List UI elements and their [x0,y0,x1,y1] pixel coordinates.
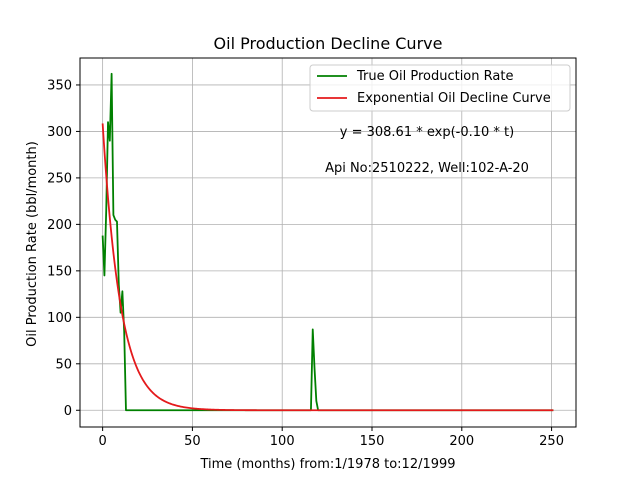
x-axis-title: Time (months) from:1/1978 to:12/1999 [199,457,455,472]
x-tick-label: 250 [539,434,564,449]
y-axis-title: Oil Production Rate (bbl/month) [25,141,40,347]
x-tick-label: 100 [270,434,295,449]
legend-label-decline-curve: Exponential Oil Decline Curve [357,91,551,106]
series-line-true-rate [101,72,554,412]
equation-annotation: y = 308.61 * exp(-0.10 * t) [340,125,514,140]
legend-label-true-rate: True Oil Production Rate [356,69,513,84]
plot-frame [79,57,577,428]
y-tick-label: 250 [47,171,72,186]
y-tick-label: 200 [47,218,72,233]
series-group [101,72,554,412]
y-tick-label: 100 [47,311,72,326]
series-line-decline-curve [101,123,554,412]
x-tick-label: 200 [449,434,474,449]
grid-lines [80,58,576,427]
x-tick-label: 0 [98,434,106,449]
y-tick-label: 300 [47,125,72,140]
y-tick-label: 0 [64,404,72,419]
x-tick-label: 50 [184,434,201,449]
y-tick-label: 50 [55,357,72,372]
legend-box [309,64,571,112]
axis-ticks: 0 50 100 150 200 250 0 50 100 150 200 250 300 350 [47,78,564,449]
chart-title: Oil Production Decline Curve [214,34,443,53]
x-tick-label: 150 [360,434,385,449]
well-annotation: Api No:2510222, Well:102-A-20 [325,161,529,176]
y-tick-label: 350 [47,78,72,93]
y-tick-label: 150 [47,264,72,279]
legend: True Oil Production Rate Exponential Oil… [309,64,571,112]
